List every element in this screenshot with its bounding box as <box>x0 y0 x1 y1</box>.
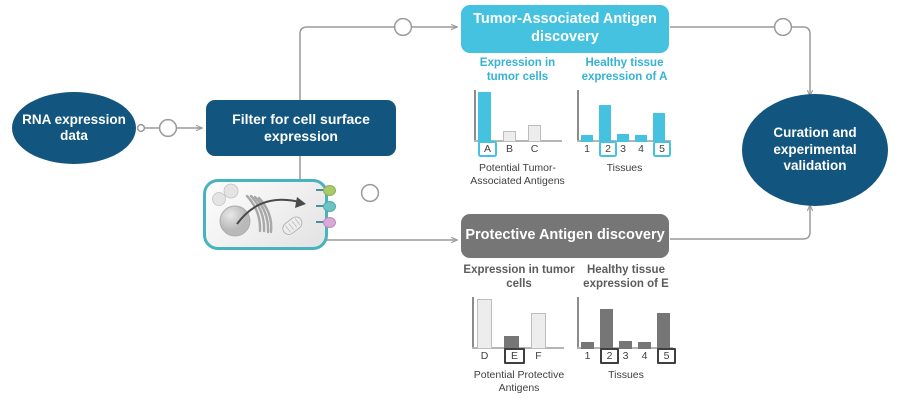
plot-area <box>572 296 680 349</box>
tick-3: 3 <box>622 349 629 362</box>
chart-pa-tumor-expression: Expression in tumor cells D E F Potentia… <box>463 264 575 395</box>
node-filter-cell-surface[interactable]: Filter for cell surface expression <box>206 100 396 156</box>
chart-taa-tumor-expression: Expression in tumor cells A B C Potentia… <box>465 57 570 188</box>
bar-3 <box>617 133 629 142</box>
tick-2: 2 <box>600 347 619 364</box>
cell-organelles <box>212 183 306 237</box>
nucleus <box>219 205 251 237</box>
chart-xlabel: Tissues <box>606 161 643 174</box>
chart-xlabel: Tissues <box>608 368 644 381</box>
tick-D: D <box>480 349 489 362</box>
node-curation-experimental-validation[interactable]: Curation and experimental validation <box>742 94 888 206</box>
chart-title: Expression in tumor cells <box>479 57 556 83</box>
tick-A: A <box>478 140 497 157</box>
x-tick-labels: 1 2 3 4 5 <box>572 347 680 366</box>
tumor-cell-illustration <box>203 179 336 250</box>
tick-1: 1 <box>584 142 590 155</box>
bar-2 <box>600 308 613 349</box>
bar-5 <box>653 112 665 142</box>
bar-B <box>503 130 516 142</box>
chart-title: Expression in tumor cells <box>463 264 575 290</box>
bar-F <box>531 312 546 349</box>
bar-2 <box>599 104 611 142</box>
bar-4 <box>635 134 647 142</box>
tick-3: 3 <box>620 142 626 155</box>
tick-4: 4 <box>641 349 648 362</box>
receptor-teal-icon <box>323 201 336 212</box>
x-tick-labels: 1 2 3 4 5 <box>572 140 677 159</box>
vesicle-large <box>223 183 239 199</box>
connector-circle-rna-filter <box>158 118 178 138</box>
plot-area <box>463 296 575 349</box>
x-tick-labels: A B C <box>465 140 570 159</box>
chart-xlabel: Potential Protective Antigens <box>473 368 565 394</box>
connector-dot-rna <box>136 123 146 133</box>
connector-circle-pa <box>360 183 380 203</box>
tick-1: 1 <box>584 349 591 362</box>
connector-circle-taa <box>393 17 413 37</box>
arrow-taa-to-curation <box>670 26 810 96</box>
node-protective-antigen-discovery[interactable]: Protective Antigen discovery <box>461 214 669 258</box>
receptor-pink-icon <box>323 217 336 228</box>
chart-pa-healthy-tissue: Healthy tissue expression of E 1 2 3 4 5… <box>572 264 680 382</box>
arrow-filter-to-taa <box>299 27 457 100</box>
bar-3 <box>619 340 632 349</box>
bar-1 <box>581 341 594 349</box>
plot-area <box>572 89 677 142</box>
tick-C: C <box>530 142 539 155</box>
tick-2: 2 <box>599 140 617 157</box>
bar-E <box>504 335 519 349</box>
receptor-green-icon <box>323 185 336 196</box>
vesicle-small <box>212 192 226 206</box>
tick-5: 5 <box>653 140 671 157</box>
bar-4 <box>638 341 651 349</box>
tick-5: 5 <box>657 347 676 364</box>
bar-A <box>478 91 491 142</box>
chart-title: Healthy tissue expression of E <box>583 264 669 290</box>
bar-1 <box>581 134 593 142</box>
golgi-apparatus <box>245 194 273 234</box>
x-axis <box>474 140 562 142</box>
chart-xlabel: Potential Tumor-Associated Antigens <box>470 161 565 187</box>
chart-title: Healthy tissue expression of A <box>581 57 668 83</box>
tick-4: 4 <box>638 142 644 155</box>
transport-arrowhead <box>295 197 306 208</box>
tick-E: E <box>504 347 525 364</box>
node-tumor-associated-antigen-discovery[interactable]: Tumor-Associated Antigen discovery <box>461 5 669 53</box>
x-tick-labels: D E F <box>463 347 575 366</box>
plot-area <box>465 89 570 142</box>
chart-taa-healthy-tissue: Healthy tissue expression of A 1 2 3 4 5… <box>572 57 677 175</box>
arrow-pa-to-curation <box>670 205 810 240</box>
y-axis <box>472 296 474 349</box>
node-rna-expression-data[interactable]: RNA expression data <box>12 92 136 164</box>
bar-5 <box>657 312 670 349</box>
bar-D <box>477 298 492 349</box>
tick-B: B <box>505 142 513 155</box>
transport-arrow <box>236 198 304 225</box>
mitochondrion <box>282 216 303 235</box>
y-axis <box>577 89 579 142</box>
y-axis <box>577 296 579 349</box>
bar-C <box>528 124 541 142</box>
connector-circle-curation-top <box>773 17 793 37</box>
tick-F: F <box>535 349 542 362</box>
y-axis <box>474 89 476 142</box>
